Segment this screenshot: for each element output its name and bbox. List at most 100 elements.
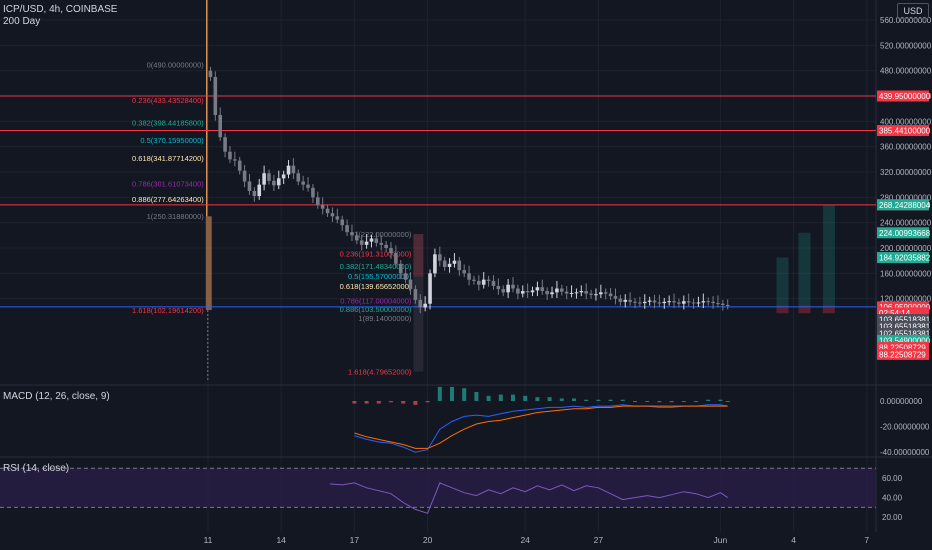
time-tick-label: 11: [204, 535, 213, 545]
price-label-text: 02:54:14: [879, 309, 911, 318]
macd-histogram-bar: [486, 395, 491, 401]
candle-body: [560, 288, 564, 292]
fib-level-label: 1.618(4.79652000): [348, 368, 412, 377]
rsi-tick-label: 20.00: [882, 513, 903, 522]
time-axis[interactable]: 111417202427Jun471014: [204, 535, 932, 545]
candle-body: [452, 260, 457, 264]
candle-body: [628, 299, 632, 302]
candle-body: [428, 273, 432, 304]
candle-body: [433, 254, 437, 274]
candle-body: [555, 288, 559, 293]
projection-box-down: [798, 304, 811, 314]
projection-box-down: [776, 304, 789, 314]
candle-body: [467, 273, 471, 280]
macd-histogram-bar: [425, 401, 430, 403]
time-tick-label: 27: [594, 535, 604, 545]
candle-body: [721, 303, 725, 305]
projection-box-up: [798, 232, 811, 305]
price-label-text: 103.65518381: [879, 323, 931, 332]
candle-body: [296, 173, 301, 182]
projection-box-down: [822, 304, 835, 314]
candle-body: [506, 284, 510, 293]
macd-histogram-bar: [376, 401, 381, 404]
candle-body: [725, 304, 730, 306]
candle-body: [384, 244, 388, 248]
fib-level-label: 0.5(370.15950000): [140, 136, 204, 145]
candle-body: [706, 301, 710, 303]
candle-body: [355, 235, 359, 241]
fib-level-label: 0.786(301.61073400): [132, 180, 204, 189]
price-label-text: 103.54900000: [879, 336, 931, 345]
macd-histogram-bar: [474, 392, 479, 401]
price-label-box: [877, 199, 929, 211]
fib-level-label: 0.786(117.00004000): [340, 297, 412, 306]
price-tick-label: 360.00000000: [880, 143, 932, 152]
candle-body: [291, 165, 296, 174]
fib-level-label: 0.382(398.44185800): [132, 118, 204, 127]
candle-body: [394, 253, 398, 264]
candle-body: [647, 300, 652, 302]
price-tick-label: 480.00000000: [880, 67, 932, 76]
candle-body: [457, 260, 462, 271]
rsi-tick-label: 40.00: [882, 494, 903, 503]
fib-retracement[interactable]: 0(490.00000000) 0.236(433.43528400) 0.382(…: [132, 0, 424, 382]
candle-body: [608, 293, 613, 297]
candle-body: [623, 299, 628, 302]
price-tick-label: 400.00000000: [880, 117, 932, 126]
price-label-text: 268.24288004: [879, 201, 931, 210]
macd-pane[interactable]: [352, 386, 730, 453]
price-label-box: [877, 125, 929, 137]
macd-tick-label: -20.00000000: [880, 423, 930, 432]
candle-body: [247, 181, 252, 191]
candle-body: [686, 301, 691, 303]
price-tick-label: 200.00000000: [880, 244, 932, 253]
price-label-box: [877, 334, 929, 346]
time-tick-label: 20: [423, 535, 433, 545]
candle-body: [491, 280, 496, 286]
fib-level-label: 0.236(433.43528400): [132, 96, 204, 105]
candle-body: [228, 151, 232, 160]
volume-boxes: [776, 204, 835, 314]
candle-body: [516, 288, 520, 294]
candle-body: [252, 190, 257, 197]
projection-box-up: [776, 257, 789, 305]
price-label-text: 102.65518381: [879, 329, 931, 338]
price-axis[interactable]: 560.00000000520.00000000480.00000000440.…: [880, 16, 932, 522]
price-labels: 439.95000000385.44100000268.10000000268.…: [877, 90, 931, 360]
rsi-line: [329, 482, 728, 514]
candle-body: [320, 204, 325, 209]
candle-body: [413, 289, 418, 300]
candle-body: [223, 137, 227, 152]
candle-body: [398, 263, 403, 274]
candle-body: [633, 301, 637, 303]
candle-body: [613, 296, 618, 299]
rsi-pane[interactable]: [329, 482, 728, 514]
candle-body: [584, 291, 588, 294]
candle-body: [408, 279, 413, 290]
candle-body: [511, 284, 515, 289]
candle-body: [472, 279, 476, 281]
candle-body: [540, 287, 545, 292]
candles[interactable]: [208, 66, 730, 314]
macd-histogram-bar: [620, 399, 625, 401]
candle-body: [350, 232, 354, 236]
fib-level-label: 0.886(103.50000000): [340, 305, 412, 314]
price-tick-label: 120.00000000: [880, 295, 932, 304]
fib-level-label: 0.886(277.64263400): [132, 195, 204, 204]
rsi-label: RSI (14, close): [3, 463, 70, 474]
candle-body: [374, 238, 379, 243]
currency-button[interactable]: USD: [897, 3, 929, 19]
candle-body: [403, 273, 408, 280]
candle-body: [257, 184, 262, 197]
time-tick-label: Jun: [714, 535, 728, 545]
horizontal-lines[interactable]: [0, 95, 876, 308]
projection-box-up: [822, 204, 835, 305]
candle-body: [579, 291, 584, 293]
candle-body: [418, 299, 423, 308]
price-tick-label: 320.00000000: [880, 168, 932, 177]
candle-body: [477, 280, 481, 285]
price-label-box: [877, 252, 929, 264]
candle-body: [486, 279, 491, 281]
macd-histogram-bar: [596, 399, 601, 401]
